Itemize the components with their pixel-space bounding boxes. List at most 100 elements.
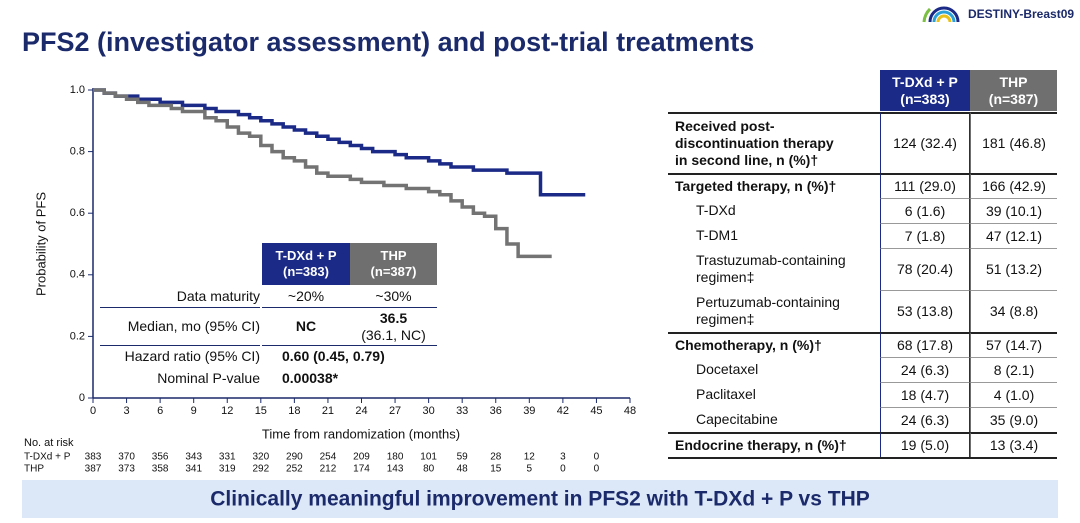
table-row-label: Paclitaxel bbox=[668, 382, 880, 407]
risk-count: 80 bbox=[423, 464, 435, 475]
table-row-label: T-DXd bbox=[668, 198, 880, 223]
row-label-line: Endocrine therapy, n (%)† bbox=[675, 437, 847, 453]
x-tick-label: 21 bbox=[322, 405, 334, 417]
y-tick-label: 1.0 bbox=[70, 84, 85, 96]
x-axis-label: Time from randomization (months) bbox=[262, 426, 460, 441]
risk-count: 0 bbox=[560, 464, 566, 475]
risk-count: 180 bbox=[387, 452, 404, 463]
inset-row-label: Median, mo (95% CI) bbox=[100, 307, 260, 345]
x-tick-label: 36 bbox=[490, 405, 502, 417]
row-label-line: Paclitaxel bbox=[696, 386, 756, 402]
x-tick-label: 42 bbox=[557, 405, 569, 417]
footer-band bbox=[22, 480, 1058, 518]
table-cell: 18 (4.7) bbox=[880, 382, 970, 407]
table-row-label: Received post-discontinuation therapy in … bbox=[668, 112, 880, 173]
inset-value: 0.60 (0.45, 0.79) bbox=[282, 348, 385, 364]
risk-count: 48 bbox=[457, 464, 469, 475]
x-tick-label: 15 bbox=[255, 405, 267, 417]
inset-label: Median, mo (95% CI) bbox=[127, 318, 260, 334]
table-cell: 24 (6.3) bbox=[880, 407, 970, 432]
risk-count: 3 bbox=[560, 452, 566, 463]
risk-count: 319 bbox=[219, 464, 236, 475]
risk-count: 292 bbox=[252, 464, 269, 475]
table-cell: 4 (1.0) bbox=[970, 382, 1057, 407]
risk-count: 0 bbox=[594, 464, 600, 475]
table-header: THP (n=387) bbox=[970, 70, 1057, 111]
risk-count: 383 bbox=[85, 452, 102, 463]
table-cell: 34 (8.8) bbox=[970, 290, 1057, 332]
y-tick-label: 0.6 bbox=[70, 207, 85, 219]
logo-text: DESTINY-Breast09 bbox=[968, 7, 1074, 21]
table-cell: 78 (20.4) bbox=[880, 248, 970, 290]
risk-count: 174 bbox=[353, 464, 370, 475]
table-bottom bbox=[668, 457, 1057, 459]
table-header-text: T-DXd + P bbox=[892, 73, 958, 90]
inset-cell: 0.60 (0.45, 0.79) bbox=[262, 345, 437, 367]
x-tick-label: 45 bbox=[590, 405, 602, 417]
row-label-line: T-DXd bbox=[696, 202, 736, 218]
table-header-text: (n=383) bbox=[900, 90, 950, 107]
table-cell: 181 (46.8) bbox=[970, 112, 1057, 173]
y-tick-label: 0 bbox=[79, 392, 85, 404]
row-label-line: Received post- bbox=[675, 118, 775, 134]
inset-value: 0.00038* bbox=[282, 369, 339, 386]
table-row-label: Trastuzumab-containing regimen‡ bbox=[668, 248, 880, 290]
inset-label: Nominal P-value bbox=[157, 369, 260, 386]
risk-count: 356 bbox=[152, 452, 169, 463]
table-cell: 8 (2.1) bbox=[970, 357, 1057, 382]
table-cell: 6 (1.6) bbox=[880, 198, 970, 223]
risk-count: 252 bbox=[286, 464, 303, 475]
x-tick-label: 0 bbox=[90, 405, 96, 417]
table-cell: 47 (12.1) bbox=[970, 223, 1057, 248]
survival-curve bbox=[93, 88, 586, 197]
table-row-label: Capecitabine bbox=[668, 407, 880, 432]
y-tick-label: 0.8 bbox=[70, 146, 85, 158]
inset-label: Hazard ratio (95% CI) bbox=[124, 348, 260, 364]
x-tick-label: 39 bbox=[523, 405, 535, 417]
inset-row-label: Data maturity bbox=[100, 285, 260, 307]
inset-value: (36.1, NC) bbox=[361, 326, 426, 343]
inset-header-text: (n=383) bbox=[283, 264, 329, 279]
table-row-label: Endocrine therapy, n (%)† bbox=[668, 432, 880, 457]
table-header-text: (n=387) bbox=[988, 90, 1039, 107]
risk-count: 15 bbox=[490, 464, 502, 475]
row-label-line: Trastuzumab-containing bbox=[696, 252, 846, 268]
table-cell: 57 (14.7) bbox=[970, 332, 1057, 357]
slide-title: PFS2 (investigator assessment) and post-… bbox=[22, 27, 754, 57]
risk-count: 373 bbox=[118, 464, 135, 475]
row-label-line: Pertuzumab-containing bbox=[696, 294, 840, 310]
footer-text: Clinically meaningful improvement in PFS… bbox=[210, 488, 870, 511]
risk-count: 320 bbox=[252, 452, 269, 463]
row-label-line: discontinuation therapy bbox=[675, 135, 834, 151]
inset-header-text: THP bbox=[380, 248, 407, 263]
inset-header-text: (n=387) bbox=[370, 264, 417, 279]
risk-count: 59 bbox=[457, 452, 469, 463]
x-tick-label: 6 bbox=[157, 405, 163, 417]
table-row-label: Pertuzumab-containing regimen‡ bbox=[668, 290, 880, 332]
x-tick-label: 33 bbox=[456, 405, 468, 417]
x-tick-label: 27 bbox=[389, 405, 401, 417]
inset-cell: 0.00038* bbox=[262, 367, 437, 389]
table-cell: 166 (42.9) bbox=[970, 173, 1057, 198]
inset-header: T-DXd + P (n=383) bbox=[262, 243, 350, 285]
logo: DESTINY-Breast09 bbox=[922, 6, 1074, 23]
inset-header-text: T-DXd + P bbox=[275, 248, 337, 263]
table-cell: 68 (17.8) bbox=[880, 332, 970, 357]
x-tick-label: 3 bbox=[124, 405, 130, 417]
inset-value: NC bbox=[295, 318, 317, 334]
risk-count: 331 bbox=[219, 452, 236, 463]
inset-label: Data maturity bbox=[176, 287, 260, 304]
risk-count: 12 bbox=[524, 452, 536, 463]
row-label-line: T-DM1 bbox=[696, 227, 738, 243]
row-label-line: Capecitabine bbox=[696, 411, 778, 427]
y-tick-label: 0.4 bbox=[70, 269, 85, 281]
risk-count: 387 bbox=[85, 464, 102, 475]
table-cell: 124 (32.4) bbox=[880, 112, 970, 173]
risk-title: No. at risk bbox=[24, 437, 74, 449]
x-tick-label: 12 bbox=[221, 405, 233, 417]
inset-cell: ~30% bbox=[350, 285, 437, 307]
table-row-label: Docetaxel bbox=[668, 357, 880, 382]
table-cell: 13 (3.4) bbox=[970, 432, 1057, 457]
